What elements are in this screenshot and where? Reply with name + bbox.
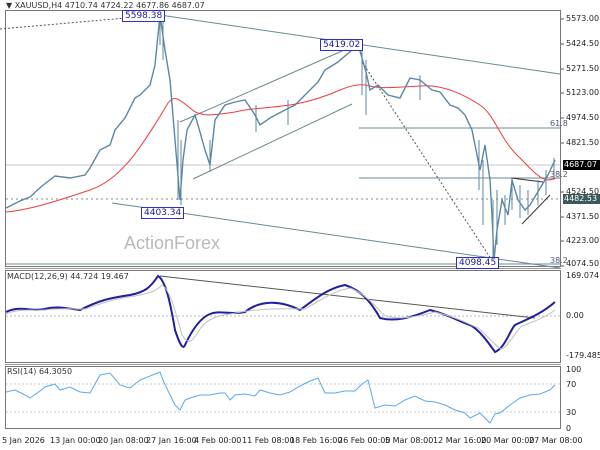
macd-main-line — [5, 274, 556, 354]
time-tick: 27 Jan 16:00 — [146, 436, 197, 445]
price-tick: 5123.00 — [566, 88, 600, 97]
triangle-bottom — [521, 194, 551, 225]
macd-tick: 169.074 — [566, 271, 600, 280]
time-tick: 18 Feb 16:00 — [290, 436, 343, 445]
price-tick: 5271.50 — [566, 64, 600, 73]
level-price-tag: 4482.53 — [563, 194, 600, 204]
time-tick: 12 Mar 16:00 — [433, 436, 487, 445]
price-tick: 4524.50 — [566, 187, 600, 196]
time-tick: 20 Jan 08:00 — [98, 436, 149, 445]
price-tick: 4821.50 — [566, 138, 600, 147]
fib-618-label: 61.8 — [550, 119, 568, 128]
time-tick: 5 Jan 2026 — [2, 436, 45, 445]
final-low-label: 4098.45 — [456, 257, 500, 269]
axis-ticks — [561, 18, 564, 267]
time-axis: 5 Jan 2026 13 Jan 00:00 20 Jan 08:00 27 … — [0, 436, 600, 450]
macd-tick: 0.00 — [566, 311, 584, 320]
price-axis: 5573.00 5424.50 5271.50 5123.00 4974.50 … — [566, 0, 600, 268]
channel-upper — [179, 43, 359, 123]
moving-average-line — [5, 84, 558, 213]
watermark: ActionForex — [124, 233, 221, 253]
mid-high-label: 5419.02 — [320, 39, 364, 51]
time-tick: 13 Jan 00:00 — [50, 436, 101, 445]
time-tick: 11 Feb 08:00 — [242, 436, 295, 445]
fib-382-low-label: 38.2 — [550, 256, 568, 265]
low-label: 4403.34 — [141, 207, 185, 219]
time-tick: 26 Feb 00:00 — [338, 436, 391, 445]
time-tick: 4 Feb 00:00 — [194, 436, 242, 445]
chart-title: ▼ XAUUSD,H4 4710.74 4724.22 4677.86 4687… — [6, 1, 205, 10]
fib-382-label: 38.2 — [550, 170, 568, 179]
macd-tick: -179.485 — [566, 351, 600, 360]
macd-signal-line — [5, 284, 556, 350]
price-line — [5, 14, 556, 261]
rsi-panel — [5, 366, 561, 429]
time-tick: 5 Mar 08:00 — [385, 436, 434, 445]
time-tick: 27 Mar 08:00 — [529, 436, 583, 445]
rsi-tick: 0 — [566, 424, 572, 433]
rsi-tick: 30 — [566, 408, 577, 417]
price-bars — [159, 15, 555, 262]
price-tick: 5424.50 — [566, 39, 600, 48]
price-tick: 4974.50 — [566, 113, 600, 122]
macd-trendline — [159, 275, 536, 319]
channel-lower — [192, 103, 353, 180]
current-price-tag: 4687.07 — [563, 160, 600, 170]
rsi-tick: 100 — [566, 365, 582, 374]
price-tick: 5573.00 — [566, 14, 600, 23]
time-tick: 20 Mar 00:00 — [481, 436, 535, 445]
rsi-line — [5, 371, 556, 424]
macd-title: MACD(12,26,9) 44.724 19.467 — [7, 272, 129, 281]
price-tick: 4371.50 — [566, 212, 600, 221]
rsi-title: RSI(14) 64.3050 — [7, 367, 73, 376]
high-label: 5598.38 — [122, 10, 166, 22]
price-tick: 4223.00 — [566, 236, 600, 245]
rsi-tick: 70 — [566, 380, 577, 389]
price-tick: 4074.50 — [566, 259, 600, 268]
